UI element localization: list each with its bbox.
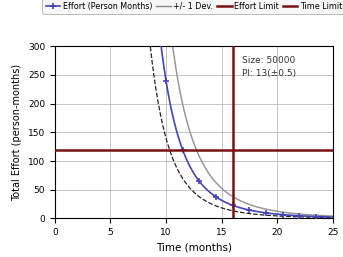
Y-axis label: Total Effort (person-months): Total Effort (person-months) (12, 64, 22, 201)
Text: PI: 13(±0.5): PI: 13(±0.5) (241, 69, 296, 78)
X-axis label: Time (months): Time (months) (156, 243, 232, 253)
Text: Size: 50000: Size: 50000 (241, 57, 295, 66)
Legend: Effort (Person Months), +/- 1 Dev., Effort Limit, Time Limit: Effort (Person Months), +/- 1 Dev., Effo… (43, 0, 343, 14)
